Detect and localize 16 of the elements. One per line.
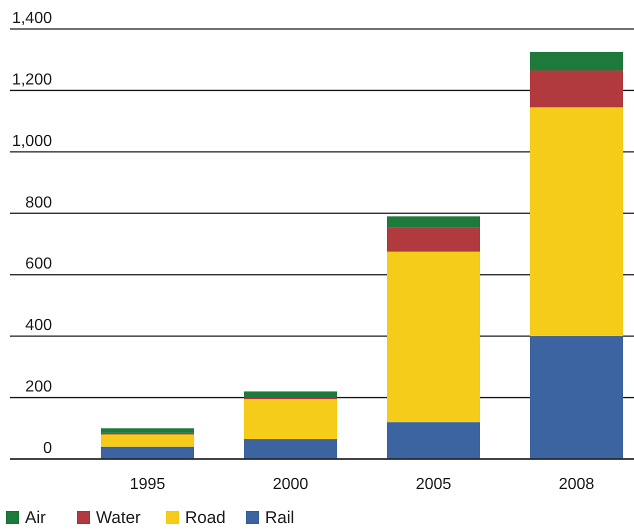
y-tick-label: 1,000 — [12, 132, 52, 150]
y-tick-label: 200 — [25, 378, 52, 396]
legend-label: Water — [96, 508, 142, 527]
x-tick-label: 2000 — [272, 476, 308, 493]
y-tick-label: 600 — [25, 256, 52, 273]
y-tick-label: 400 — [25, 317, 52, 334]
y-tick-label: 0 — [43, 440, 52, 457]
legend-label: Air — [25, 508, 46, 527]
y-tick-label: 1,400 — [12, 10, 52, 27]
x-tick-label: 1995 — [130, 476, 166, 493]
legend-label: Rail — [265, 508, 294, 527]
legend-label: Road — [185, 508, 226, 527]
x-tick-label: 2005 — [416, 476, 452, 493]
y-tick-label: 1,200 — [12, 71, 52, 88]
y-tick-label: 800 — [25, 194, 52, 212]
x-tick-label: 2008 — [558, 476, 594, 493]
